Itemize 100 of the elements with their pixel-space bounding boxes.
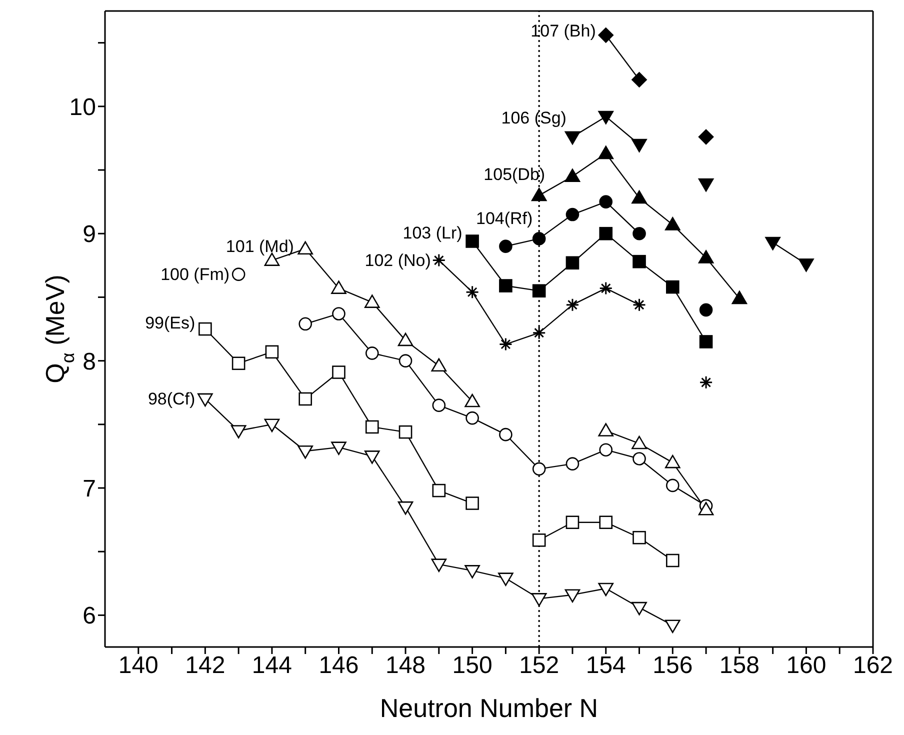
- point: [531, 593, 547, 606]
- x-tick-label: 146: [318, 652, 359, 680]
- point: [598, 423, 614, 436]
- point: [632, 254, 646, 268]
- point: [598, 146, 614, 160]
- series-label: 105(Db): [484, 164, 546, 184]
- point: [566, 457, 580, 470]
- point: [564, 589, 580, 602]
- x-tick-label: 148: [386, 652, 426, 680]
- point: [632, 190, 647, 204]
- point: [464, 394, 480, 408]
- point: [298, 241, 313, 255]
- x-tick-label: 150: [452, 652, 492, 680]
- point: [698, 178, 714, 192]
- x-tick-label: 144: [252, 652, 292, 680]
- point: [665, 620, 680, 634]
- y-tick-label: 9: [82, 221, 96, 248]
- point: [298, 445, 313, 459]
- point: [632, 452, 646, 466]
- series-label: 102 (No): [364, 250, 431, 270]
- series-label: 100 (Fm): [160, 264, 230, 284]
- point: [698, 129, 714, 145]
- point: [566, 256, 580, 270]
- point: [566, 208, 580, 222]
- series-label: 104(Rf): [476, 208, 533, 228]
- y-tick-label: 10: [69, 94, 96, 121]
- point: [431, 358, 447, 372]
- point: [498, 572, 514, 586]
- point: [432, 484, 446, 498]
- point: [598, 582, 614, 596]
- point: [564, 131, 580, 145]
- x-tick-label: 152: [519, 652, 560, 680]
- point: [666, 478, 680, 492]
- point: [364, 294, 380, 308]
- series-label: 99(Es): [145, 314, 196, 332]
- point: [564, 168, 580, 182]
- point: [566, 516, 580, 529]
- point: [632, 436, 647, 450]
- y-tick-label: 6: [82, 602, 96, 630]
- point: [332, 307, 346, 320]
- x-tick-label: 162: [852, 652, 894, 680]
- x-tick-label: 142: [185, 652, 226, 680]
- x-tick-label: 140: [118, 652, 158, 680]
- point: [665, 217, 680, 230]
- point: [599, 195, 613, 208]
- x-tick-label: 154: [586, 652, 626, 680]
- point: [499, 428, 512, 442]
- point: [765, 236, 780, 250]
- point: [232, 356, 246, 370]
- point: [665, 454, 680, 468]
- point: [798, 258, 814, 272]
- point: [632, 298, 646, 312]
- y-tick-label: 8: [82, 348, 96, 376]
- point: [598, 28, 614, 43]
- point: [698, 502, 714, 516]
- point: [331, 280, 346, 294]
- point: [398, 354, 412, 368]
- point: [364, 450, 380, 464]
- series-label: 107 (Bh): [530, 22, 596, 41]
- point: [398, 332, 414, 346]
- point: [632, 602, 647, 616]
- point: [466, 285, 480, 299]
- point: [198, 322, 212, 336]
- point: [466, 234, 479, 248]
- point: [599, 282, 613, 296]
- point: [466, 411, 479, 425]
- point: [232, 268, 246, 281]
- point: [566, 298, 580, 312]
- point: [264, 418, 280, 432]
- x-tick-label: 158: [719, 652, 760, 680]
- point: [699, 303, 713, 317]
- point: [666, 554, 680, 568]
- point: [298, 317, 312, 331]
- point: [265, 345, 279, 359]
- point: [699, 376, 713, 390]
- point: [532, 462, 546, 476]
- series-label: 101 (Md): [226, 236, 294, 256]
- point: [432, 398, 446, 412]
- point: [398, 501, 414, 515]
- point: [699, 335, 713, 348]
- series-label: 98(Cf): [148, 389, 196, 408]
- point: [666, 280, 680, 294]
- point: [498, 338, 512, 352]
- point: [632, 530, 646, 544]
- point: [532, 534, 546, 547]
- point: [230, 425, 246, 438]
- point: [298, 392, 312, 406]
- point: [365, 346, 379, 360]
- point: [332, 366, 346, 379]
- point: [499, 279, 512, 292]
- point: [532, 232, 546, 246]
- x-axis-title: Neutron Number N: [380, 693, 598, 723]
- point: [599, 443, 613, 456]
- point: [632, 226, 646, 240]
- point: [398, 425, 412, 439]
- point: [698, 250, 714, 264]
- x-tick-label: 156: [652, 652, 693, 680]
- point: [599, 516, 613, 529]
- point: [632, 138, 647, 152]
- point: [466, 496, 479, 510]
